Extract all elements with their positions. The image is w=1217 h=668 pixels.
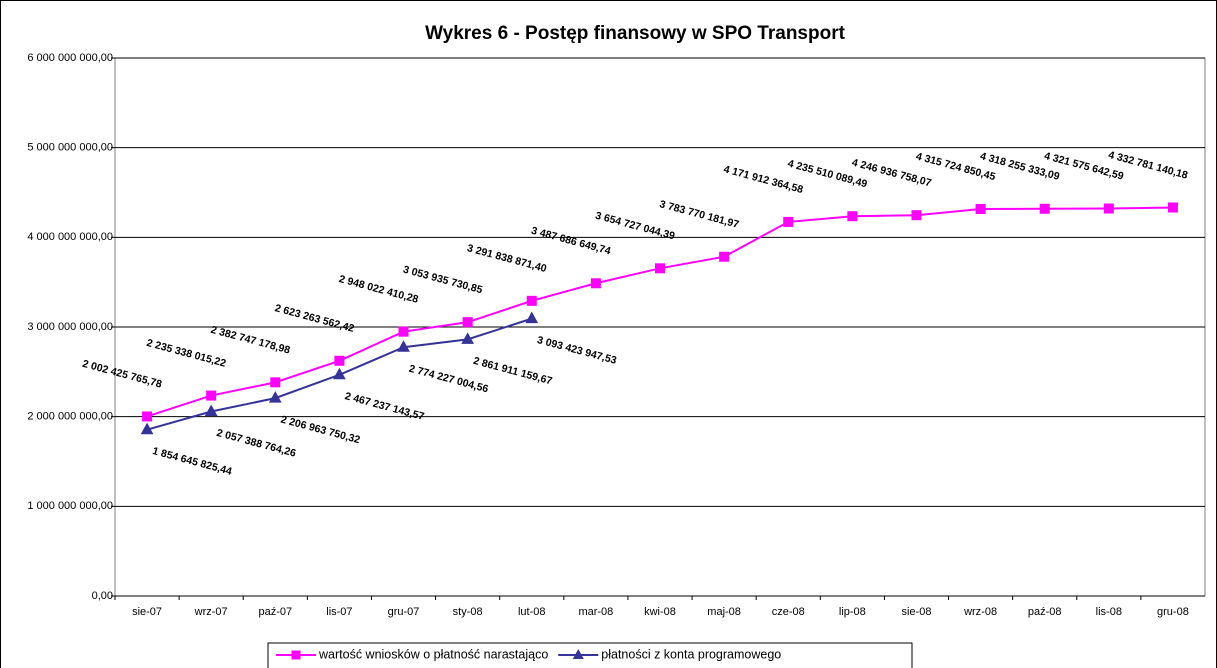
x-tick-label: lis-07	[326, 606, 352, 618]
point-marker	[397, 340, 410, 352]
point-marker	[1167, 202, 1178, 213]
point-marker	[975, 204, 986, 215]
point-marker	[334, 355, 345, 366]
x-tick-label: lis-08	[1096, 606, 1122, 618]
y-tick-label: 3 000 000 000,00	[27, 321, 113, 333]
chart-title: Wykres 6 - Postęp finansowy w SPO Transp…	[425, 23, 846, 44]
point-marker	[655, 263, 665, 274]
point-marker	[462, 317, 473, 328]
x-tick-label: maj-08	[707, 606, 741, 618]
legend-label: wartość wniosków o płatność narastająco	[318, 647, 548, 661]
point-marker	[333, 367, 346, 380]
point-marker	[142, 411, 153, 422]
x-tick-label: paź-07	[258, 606, 292, 618]
point-marker	[847, 211, 858, 222]
y-tick-label: 6 000 000 000,00	[27, 52, 113, 64]
point-marker	[1039, 203, 1050, 214]
point-marker	[525, 311, 539, 324]
x-tick-label: sty-08	[453, 606, 483, 618]
x-tick-label: gru-08	[1157, 606, 1189, 618]
x-tick-label: sie-08	[901, 606, 931, 618]
y-tick-label: 5 000 000 000,00	[27, 142, 113, 154]
y-tick-label: 2 000 000 000,00	[27, 411, 113, 423]
point-marker	[590, 278, 601, 289]
y-tick-label: 1 000 000 000,00	[27, 500, 113, 512]
x-tick-label: wrz-07	[194, 606, 228, 618]
point-marker	[911, 210, 922, 221]
legend-label: płatności z konta programowego	[601, 647, 781, 661]
x-tick-label: cze-08	[772, 606, 805, 618]
x-tick-label: mar-08	[578, 606, 613, 618]
point-marker	[268, 391, 282, 403]
point-marker	[398, 326, 409, 337]
point-marker	[204, 404, 218, 417]
point-marker	[461, 332, 474, 344]
point-marker	[140, 422, 154, 435]
point-marker	[206, 390, 217, 401]
point-marker	[526, 295, 537, 306]
y-tick-label: 4 000 000 000,00	[27, 231, 113, 243]
point-marker	[270, 377, 281, 388]
x-tick-label: lut-08	[518, 606, 546, 618]
x-tick-label: sie-07	[132, 606, 162, 618]
point-marker	[719, 251, 730, 262]
x-tick-label: paź-08	[1028, 606, 1062, 618]
y-tick-label: 0,00	[92, 590, 113, 602]
point-marker	[783, 216, 794, 227]
x-tick-label: wrz-08	[963, 606, 997, 618]
x-tick-label: kwi-08	[644, 606, 676, 618]
legend-marker	[291, 650, 301, 660]
x-tick-label: gru-07	[388, 606, 420, 618]
legend-marker	[572, 649, 584, 659]
point-marker	[1103, 203, 1114, 214]
x-tick-label: lip-08	[839, 606, 866, 618]
